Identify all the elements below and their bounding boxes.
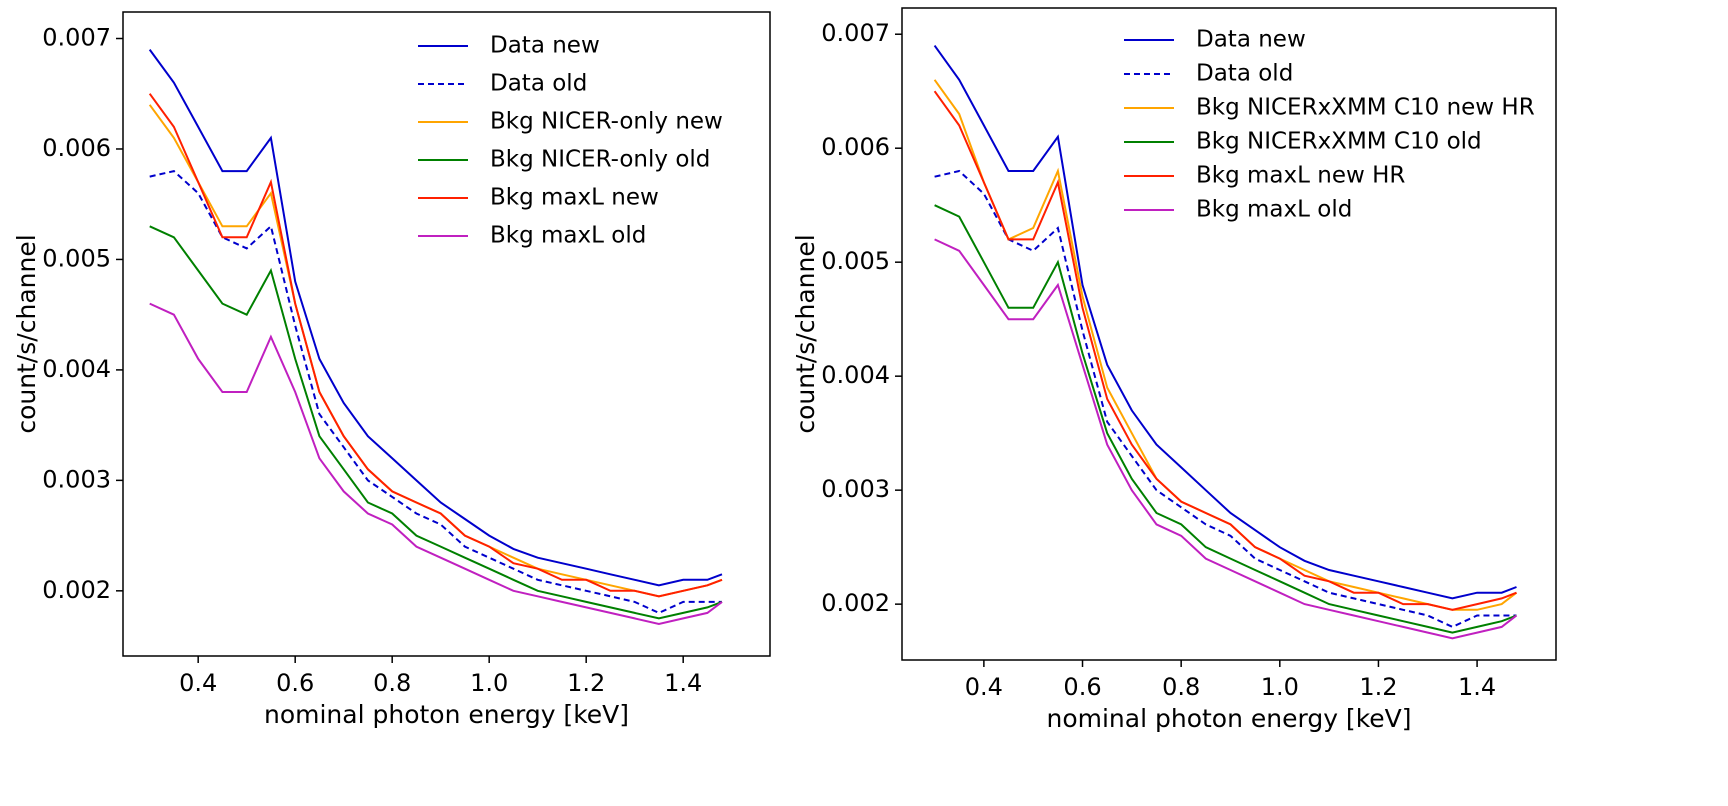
series-line — [148, 49, 723, 587]
x-tick-label: 1.4 — [1458, 673, 1496, 701]
series-line — [934, 204, 1517, 634]
series-line — [149, 225, 723, 620]
x-tick-label: 0.4 — [965, 673, 1003, 701]
x-tick-label: 1.4 — [664, 669, 702, 697]
legend-label: Data new — [490, 33, 600, 59]
y-tick-label: 0.004 — [821, 361, 890, 389]
legend-label: Bkg NICERxXMM C10 new HR — [1196, 95, 1535, 121]
x-tick-label: 1.2 — [1359, 673, 1397, 701]
x-axis-label: nominal photon energy [keV] — [264, 700, 629, 729]
legend-label: Bkg maxL new — [490, 185, 659, 211]
legend-label: Data old — [1196, 61, 1293, 87]
y-axis-label: count/s/channel — [12, 234, 41, 433]
y-tick-label: 0.002 — [821, 589, 890, 617]
x-tick-label: 1.0 — [1261, 673, 1299, 701]
y-tick-label: 0.002 — [42, 576, 111, 604]
plot-frame — [122, 11, 771, 657]
x-tick-label: 0.8 — [1162, 673, 1200, 701]
x-tick-label: 1.2 — [567, 669, 605, 697]
x-tick-label: 0.6 — [276, 669, 314, 697]
series-line — [933, 90, 1517, 611]
x-tick-label: 1.0 — [470, 669, 508, 697]
legend-label: Bkg maxL old — [490, 223, 646, 249]
series-line — [933, 45, 1517, 600]
x-tick-label: 0.8 — [373, 669, 411, 697]
legend-label: Bkg maxL new HR — [1196, 163, 1405, 189]
y-tick-label: 0.007 — [42, 24, 111, 52]
series-line — [149, 170, 722, 614]
series-line — [149, 302, 723, 626]
x-tick-label: 0.6 — [1063, 673, 1101, 701]
y-tick-label: 0.003 — [821, 475, 890, 503]
plot-frame — [901, 7, 1557, 661]
legend-label: Bkg maxL old — [1196, 197, 1352, 223]
legend-label: Bkg NICERxXMM C10 old — [1196, 129, 1482, 155]
y-axis-label: count/s/channel — [791, 234, 820, 433]
legend-label: Data new — [1196, 27, 1306, 53]
y-tick-label: 0.006 — [821, 133, 890, 161]
series-line — [934, 238, 1518, 640]
x-tick-label: 0.4 — [179, 669, 217, 697]
x-axis-label: nominal photon energy [keV] — [1046, 704, 1411, 733]
series-line — [933, 79, 1518, 611]
y-tick-label: 0.004 — [42, 355, 111, 383]
y-tick-label: 0.006 — [42, 134, 111, 162]
y-tick-label: 0.003 — [42, 465, 111, 493]
series-line — [934, 169, 1517, 629]
legend-label: Bkg NICER-only new — [490, 109, 723, 135]
legend-label: Bkg NICER-only old — [490, 147, 710, 173]
y-tick-label: 0.005 — [42, 244, 111, 272]
series-line — [148, 93, 723, 598]
legend-label: Data old — [490, 71, 587, 97]
y-tick-label: 0.007 — [821, 19, 890, 47]
y-tick-label: 0.005 — [821, 247, 890, 275]
